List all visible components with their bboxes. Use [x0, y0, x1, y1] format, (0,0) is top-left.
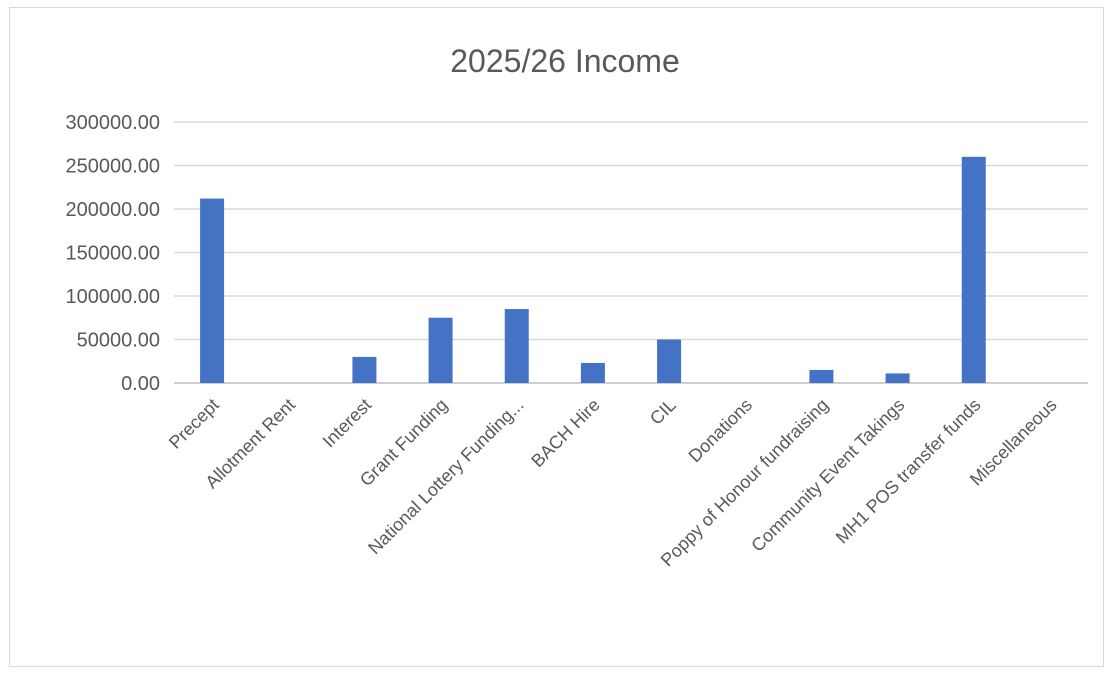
x-tick-label: National Lottery Funding... [364, 395, 527, 558]
bar-precept [200, 198, 225, 383]
chart-title: 2025/26 Income [450, 43, 680, 79]
y-tick-label: 100000.00 [65, 286, 160, 308]
gridlines [174, 121, 1088, 384]
x-tick-label: Donations [685, 395, 756, 466]
x-tick-label: BACH Hire [527, 395, 603, 471]
y-tick-label: 50000.00 [77, 330, 160, 352]
bar-cil [657, 339, 682, 383]
y-tick-label: 250000.00 [65, 156, 160, 178]
y-tick-label: 200000.00 [65, 199, 160, 221]
x-tick-label: MH1 POS transfer funds [832, 395, 985, 548]
chart-frame [9, 7, 1104, 667]
bar-interest [352, 356, 377, 383]
bar-grant-funding [428, 317, 453, 383]
y-axis-ticks: 0.00 50000.00 100000.00 150000.00 200000.00 2… [65, 112, 160, 395]
bar-national-lottery-funding [504, 309, 529, 383]
y-tick-label: 150000.00 [65, 243, 160, 265]
y-tick-label: 300000.00 [65, 112, 160, 134]
x-tick-label: Interest [319, 395, 376, 452]
x-tick-label: Precept [165, 395, 223, 453]
bar-community-event-takings [885, 373, 910, 383]
x-tick-label: CIL [646, 395, 680, 429]
bar-bach-hire [580, 362, 605, 383]
bar-poppy-of-honour-fundraising [809, 369, 834, 383]
x-tick-label: Community Event Takings [747, 395, 908, 556]
bar-mh1-pos-transfer-funds [961, 156, 986, 383]
bars [200, 156, 986, 383]
y-tick-label: 0.00 [121, 373, 160, 395]
